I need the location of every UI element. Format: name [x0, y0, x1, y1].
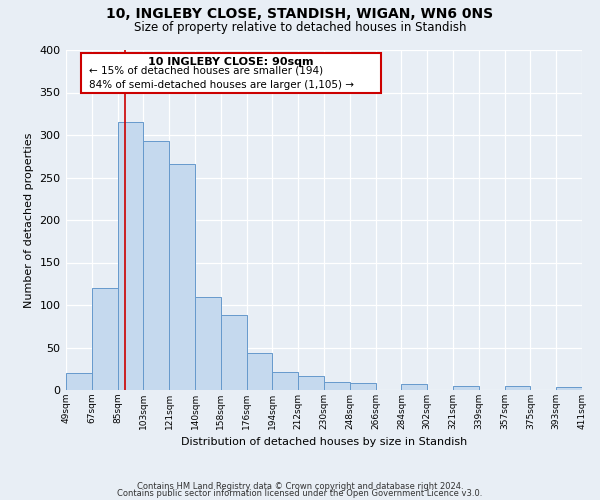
Text: ← 15% of detached houses are smaller (194): ← 15% of detached houses are smaller (19…: [89, 66, 323, 76]
Text: 10 INGLEBY CLOSE: 90sqm: 10 INGLEBY CLOSE: 90sqm: [148, 58, 314, 68]
Bar: [169, 164, 195, 390]
Bar: [298, 376, 324, 390]
Text: Size of property relative to detached houses in Standish: Size of property relative to detached ho…: [134, 21, 466, 34]
Bar: [92, 288, 118, 390]
Bar: [272, 372, 298, 390]
Y-axis label: Number of detached properties: Number of detached properties: [24, 132, 34, 308]
Bar: [350, 383, 376, 390]
Bar: [453, 386, 479, 390]
X-axis label: Distribution of detached houses by size in Standish: Distribution of detached houses by size …: [181, 438, 467, 448]
Bar: [505, 386, 530, 390]
Text: Contains HM Land Registry data © Crown copyright and database right 2024.: Contains HM Land Registry data © Crown c…: [137, 482, 463, 491]
Bar: [82, 54, 381, 92]
Bar: [143, 141, 169, 390]
Bar: [195, 296, 221, 390]
Bar: [66, 373, 92, 390]
Text: 10, INGLEBY CLOSE, STANDISH, WIGAN, WN6 0NS: 10, INGLEBY CLOSE, STANDISH, WIGAN, WN6 …: [106, 8, 494, 22]
Bar: [324, 382, 350, 390]
Bar: [221, 315, 247, 390]
Bar: [401, 384, 427, 390]
Bar: [118, 122, 143, 390]
Text: Contains public sector information licensed under the Open Government Licence v3: Contains public sector information licen…: [118, 490, 482, 498]
Bar: [247, 352, 272, 390]
Bar: [556, 388, 582, 390]
Text: 84% of semi-detached houses are larger (1,105) →: 84% of semi-detached houses are larger (…: [89, 80, 354, 90]
